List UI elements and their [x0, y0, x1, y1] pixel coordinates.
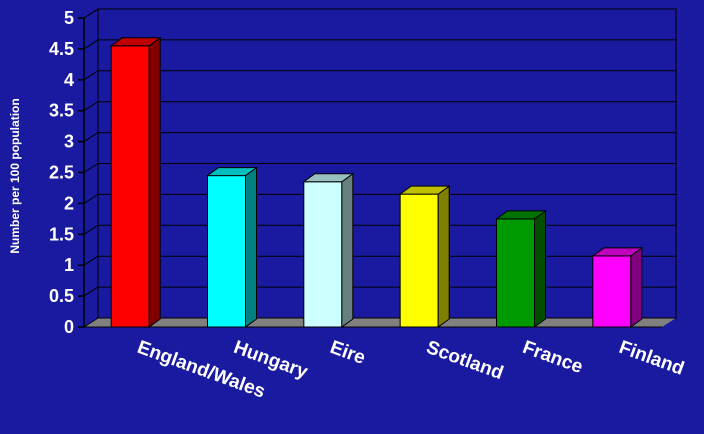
- gridline-diagonal: [83, 132, 99, 143]
- x-tick-label: Finland: [616, 337, 687, 380]
- y-tick-label: 1: [64, 255, 74, 275]
- gridline-diagonal: [83, 8, 99, 19]
- x-tick-label: Scotland: [423, 337, 506, 384]
- gridline-diagonal: [83, 286, 99, 297]
- bar-top: [205, 167, 259, 177]
- gridline-diagonal: [83, 255, 99, 266]
- y-tick-label: 4.5: [49, 39, 74, 59]
- bar: [109, 36, 162, 328]
- bar-front: [303, 181, 343, 328]
- chart-floor: [84, 318, 676, 327]
- bar-side: [148, 36, 161, 328]
- bar-front: [110, 45, 150, 328]
- bar-top: [398, 185, 451, 195]
- bar-side: [437, 185, 450, 328]
- bar-side: [630, 246, 643, 328]
- gridline-diagonal: [83, 39, 99, 50]
- gridline-diagonal: [83, 101, 99, 112]
- bar-side: [341, 172, 354, 328]
- y-tick-label: 2: [64, 193, 74, 213]
- y-axis-label: Number per 100 population: [8, 98, 22, 253]
- gridline-diagonal: [83, 70, 99, 81]
- bar: [398, 185, 451, 328]
- bar-front: [496, 218, 535, 328]
- y-tick-label: 0.5: [49, 286, 74, 306]
- gridline-diagonal: [83, 224, 99, 235]
- bar-top: [302, 173, 355, 183]
- bar-side: [534, 209, 546, 328]
- bar-top: [109, 37, 162, 47]
- x-tick-label: France: [520, 337, 586, 378]
- bar-front: [207, 175, 246, 328]
- bar-front: [399, 193, 439, 328]
- y-tick-label: 1.5: [49, 224, 74, 244]
- y-tick-label: 0: [64, 317, 74, 337]
- gridline-diagonal: [83, 193, 99, 204]
- y-tick-label: 5: [64, 8, 74, 28]
- bar: [302, 172, 355, 328]
- bar: [494, 209, 548, 328]
- bar: [591, 246, 644, 328]
- y-tick-label: 4: [64, 70, 74, 90]
- y-tick-label: 2.5: [49, 163, 74, 183]
- y-tick-label: 3: [64, 132, 74, 152]
- bar-front: [592, 255, 632, 328]
- x-tick-label: Eire: [327, 337, 368, 369]
- bar-top: [494, 210, 548, 220]
- bar-top: [591, 247, 644, 257]
- gridline-diagonal: [83, 163, 99, 173]
- bar-side: [245, 166, 257, 328]
- bar: [205, 166, 259, 328]
- y-tick-label: 3.5: [49, 101, 74, 121]
